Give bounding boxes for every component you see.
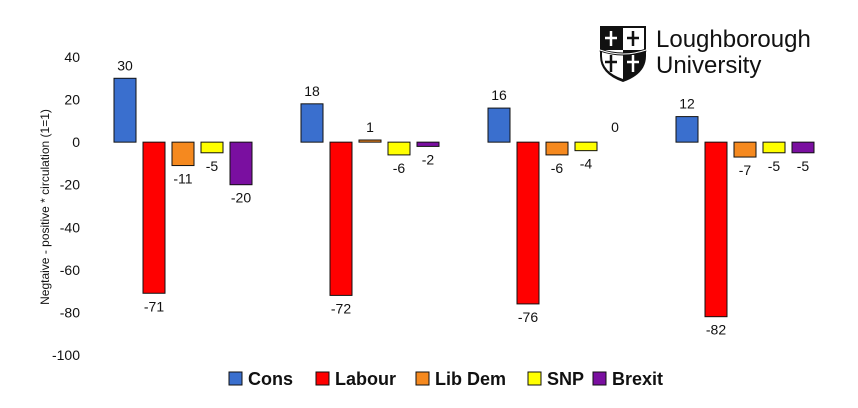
bar-brexit — [791, 141, 815, 154]
bar-lib-dem — [545, 141, 569, 156]
legend-label: Lib Dem — [435, 369, 506, 389]
y-tick-label: -20 — [60, 177, 80, 193]
data-label: -4 — [580, 156, 593, 172]
data-label: -6 — [393, 160, 406, 176]
university-logo: Loughborough University — [599, 26, 811, 82]
bar-cons — [487, 107, 511, 143]
legend-swatch — [592, 371, 607, 386]
y-tick-label: -40 — [60, 219, 80, 235]
bar-labour — [704, 141, 728, 318]
y-tick-label: 40 — [64, 49, 80, 65]
data-label: -5 — [768, 158, 781, 174]
legend-item: Labour — [315, 369, 396, 389]
legend-item: Lib Dem — [415, 369, 506, 389]
bar-snp — [762, 141, 786, 154]
bar-brexit — [229, 141, 253, 186]
legend-label: Labour — [335, 369, 396, 389]
bar-group: 30 -71 -11 -5 -20 — [113, 57, 253, 314]
data-label: 18 — [304, 83, 320, 99]
data-label: -76 — [518, 309, 538, 325]
logo-text-line1: Loughborough — [656, 26, 811, 53]
bar-snp — [574, 141, 598, 152]
data-label: -72 — [331, 300, 351, 316]
bar-brexit — [416, 141, 440, 147]
legend-item: SNP — [527, 369, 584, 389]
legend-label: Brexit — [612, 369, 663, 389]
data-label: 1 — [366, 119, 374, 135]
university-crest-icon — [599, 26, 647, 82]
bar-cons — [300, 103, 324, 143]
bar-group: 12 -82 -7 -5 -5 — [675, 96, 815, 338]
bar-cons — [113, 77, 137, 143]
data-label: 16 — [491, 87, 507, 103]
legend-label: Cons — [248, 369, 293, 389]
data-label: 30 — [117, 57, 133, 73]
bar-group: 18 -72 1 -6 -2 — [300, 83, 440, 316]
bar-lib-dem — [733, 141, 757, 158]
data-label: -11 — [173, 171, 192, 187]
y-tick-label: -100 — [52, 347, 80, 363]
bar-snp — [387, 141, 411, 156]
bar-labour — [329, 141, 353, 296]
bar-labour — [516, 141, 540, 305]
data-label: -7 — [739, 162, 752, 178]
data-label: -5 — [206, 158, 219, 174]
y-tick-label: -60 — [60, 262, 80, 278]
y-tick-label: 0 — [72, 134, 80, 150]
legend-swatch — [228, 371, 243, 386]
data-label: 0 — [611, 119, 619, 135]
bar-lib-dem — [171, 141, 195, 167]
data-label: -6 — [551, 160, 564, 176]
legend-item: Brexit — [592, 369, 663, 389]
data-label: -71 — [144, 298, 164, 314]
legend-swatch — [415, 371, 430, 386]
y-tick-label: -80 — [60, 304, 80, 320]
data-label: -2 — [422, 151, 435, 167]
bar-groups: 30 -71 -11 -5 -20 18 -72 1 -6 -2 16 -76 -6 -4 0 12 -82 -7… — [113, 57, 815, 338]
y-tick-label: 20 — [64, 92, 80, 108]
data-label: -5 — [797, 158, 810, 174]
y-axis-label: Negtaive - positive * circulation (1=1) — [38, 109, 52, 305]
legend-swatch — [315, 371, 330, 386]
data-label: -82 — [706, 322, 726, 338]
logo-text-line2: University — [656, 52, 761, 79]
bar-labour — [142, 141, 166, 294]
bar-snp — [200, 141, 224, 154]
legend: Cons Labour Lib Dem SNP Brexit — [228, 369, 663, 389]
data-label: 12 — [679, 96, 695, 112]
data-label: -20 — [231, 190, 251, 206]
legend-label: SNP — [547, 369, 584, 389]
legend-item: Cons — [228, 369, 293, 389]
bar-lib-dem — [358, 139, 382, 143]
legend-swatch — [527, 371, 542, 386]
y-axis: 40 20 0 -20 -40 -60 -80 -100 — [52, 49, 80, 363]
bar-cons — [675, 116, 699, 143]
bar-group: 16 -76 -6 -4 0 — [487, 87, 619, 325]
